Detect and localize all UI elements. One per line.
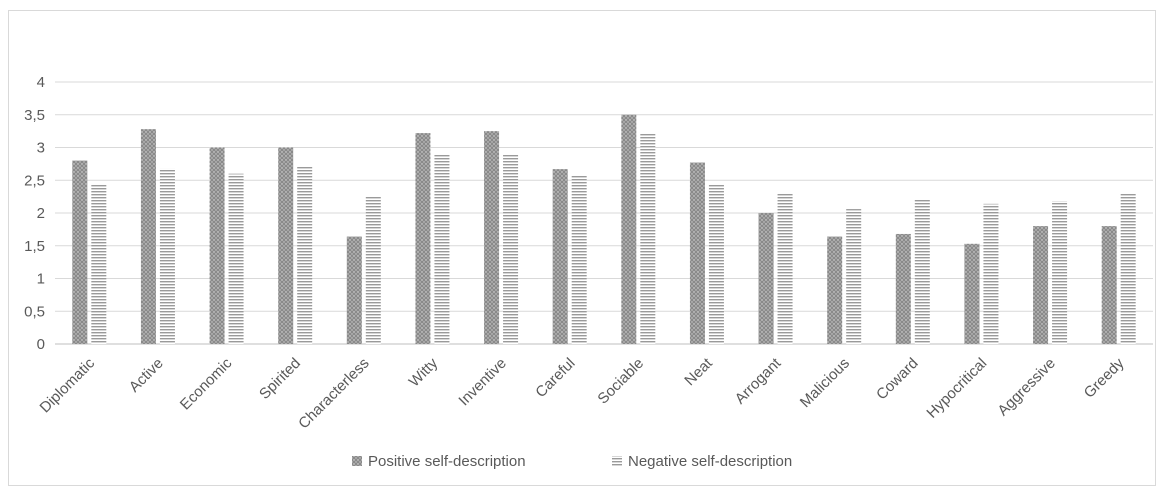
x-tick-label: Greedy <box>1081 354 1128 401</box>
chart-frame: 0 0,5 1 1,5 2 2,5 3 3,5 4 Diplomatic Active Econom… <box>8 10 1156 486</box>
y-tick-label: 4 <box>37 74 45 91</box>
x-tick-label: Coward <box>873 355 922 404</box>
x-tick-label: Witty <box>406 354 442 390</box>
x-tick-label: Hypocritical <box>923 355 990 422</box>
x-tick-label: Spirited <box>256 355 304 403</box>
y-tick-label: 1,5 <box>24 238 45 255</box>
bar-negative <box>571 175 587 344</box>
y-tick-label: 0 <box>37 336 45 353</box>
bar-chart: 0 0,5 1 1,5 2 2,5 3 3,5 4 Diplomatic Active Econom… <box>24 74 1153 470</box>
bar-positive <box>346 236 362 344</box>
bar-negative <box>777 193 793 344</box>
x-tick-label: Neat <box>681 354 716 389</box>
bar-negative <box>640 133 656 344</box>
bar-negative <box>297 165 313 344</box>
bar-negative <box>1120 193 1136 344</box>
bar-positive <box>689 162 705 344</box>
x-tick-label: Malicious <box>797 355 853 411</box>
x-tick-label: Aggressive <box>994 355 1058 419</box>
bar-positive <box>964 243 980 344</box>
y-axis-tick-labels: 0 0,5 1 1,5 2 2,5 3 3,5 4 <box>24 74 45 353</box>
y-tick-label: 2,5 <box>24 172 45 189</box>
bar-negative <box>228 173 244 344</box>
bar-negative <box>983 203 999 344</box>
bar-negative <box>708 183 724 344</box>
y-tick-label: 2 <box>37 205 45 222</box>
bar-positive <box>895 233 911 344</box>
bar-negative <box>503 154 519 344</box>
y-tick-label: 0,5 <box>24 303 45 320</box>
bar-positive <box>278 147 294 344</box>
bar-negative <box>1052 201 1068 344</box>
bar-negative <box>434 154 450 344</box>
y-tick-label: 3 <box>37 140 45 157</box>
bars <box>72 114 1136 344</box>
bar-positive <box>484 131 500 344</box>
y-tick-label: 1 <box>37 271 45 288</box>
x-tick-label: Economic <box>177 354 236 413</box>
bar-negative <box>914 198 930 344</box>
bar-positive <box>1101 226 1117 344</box>
legend-swatch-negative <box>612 456 622 466</box>
legend-label-positive: Positive self-description <box>368 453 526 470</box>
bar-negative <box>846 209 862 344</box>
bar-positive <box>552 169 568 344</box>
x-tick-label: Inventive <box>455 355 509 409</box>
bar-positive <box>415 133 431 344</box>
y-tick-label: 3,5 <box>24 107 45 124</box>
legend-label-negative: Negative self-description <box>628 453 792 470</box>
x-tick-label: Careful <box>532 355 578 401</box>
bar-negative <box>159 168 175 344</box>
bar-positive <box>827 236 843 344</box>
bar-negative <box>365 196 381 344</box>
legend: Positive self-description Negative self-d… <box>352 453 792 470</box>
legend-swatch-positive <box>352 456 362 466</box>
x-axis-tick-labels: Diplomatic Active Economic SpiritedCharacte… <box>37 354 1128 432</box>
bar-positive <box>140 129 156 344</box>
x-tick-label: Sociable <box>594 355 647 408</box>
x-tick-label: Diplomatic <box>37 354 99 416</box>
bar-positive <box>621 114 637 344</box>
bar-positive <box>72 160 88 344</box>
x-tick-label: Active <box>126 355 167 396</box>
bar-negative <box>91 183 107 344</box>
x-tick-label: Arrogant <box>732 354 785 407</box>
bar-positive <box>209 147 225 344</box>
x-tick-label: Characterless <box>295 355 372 432</box>
bar-positive <box>1033 226 1049 344</box>
bar-positive <box>758 213 774 344</box>
